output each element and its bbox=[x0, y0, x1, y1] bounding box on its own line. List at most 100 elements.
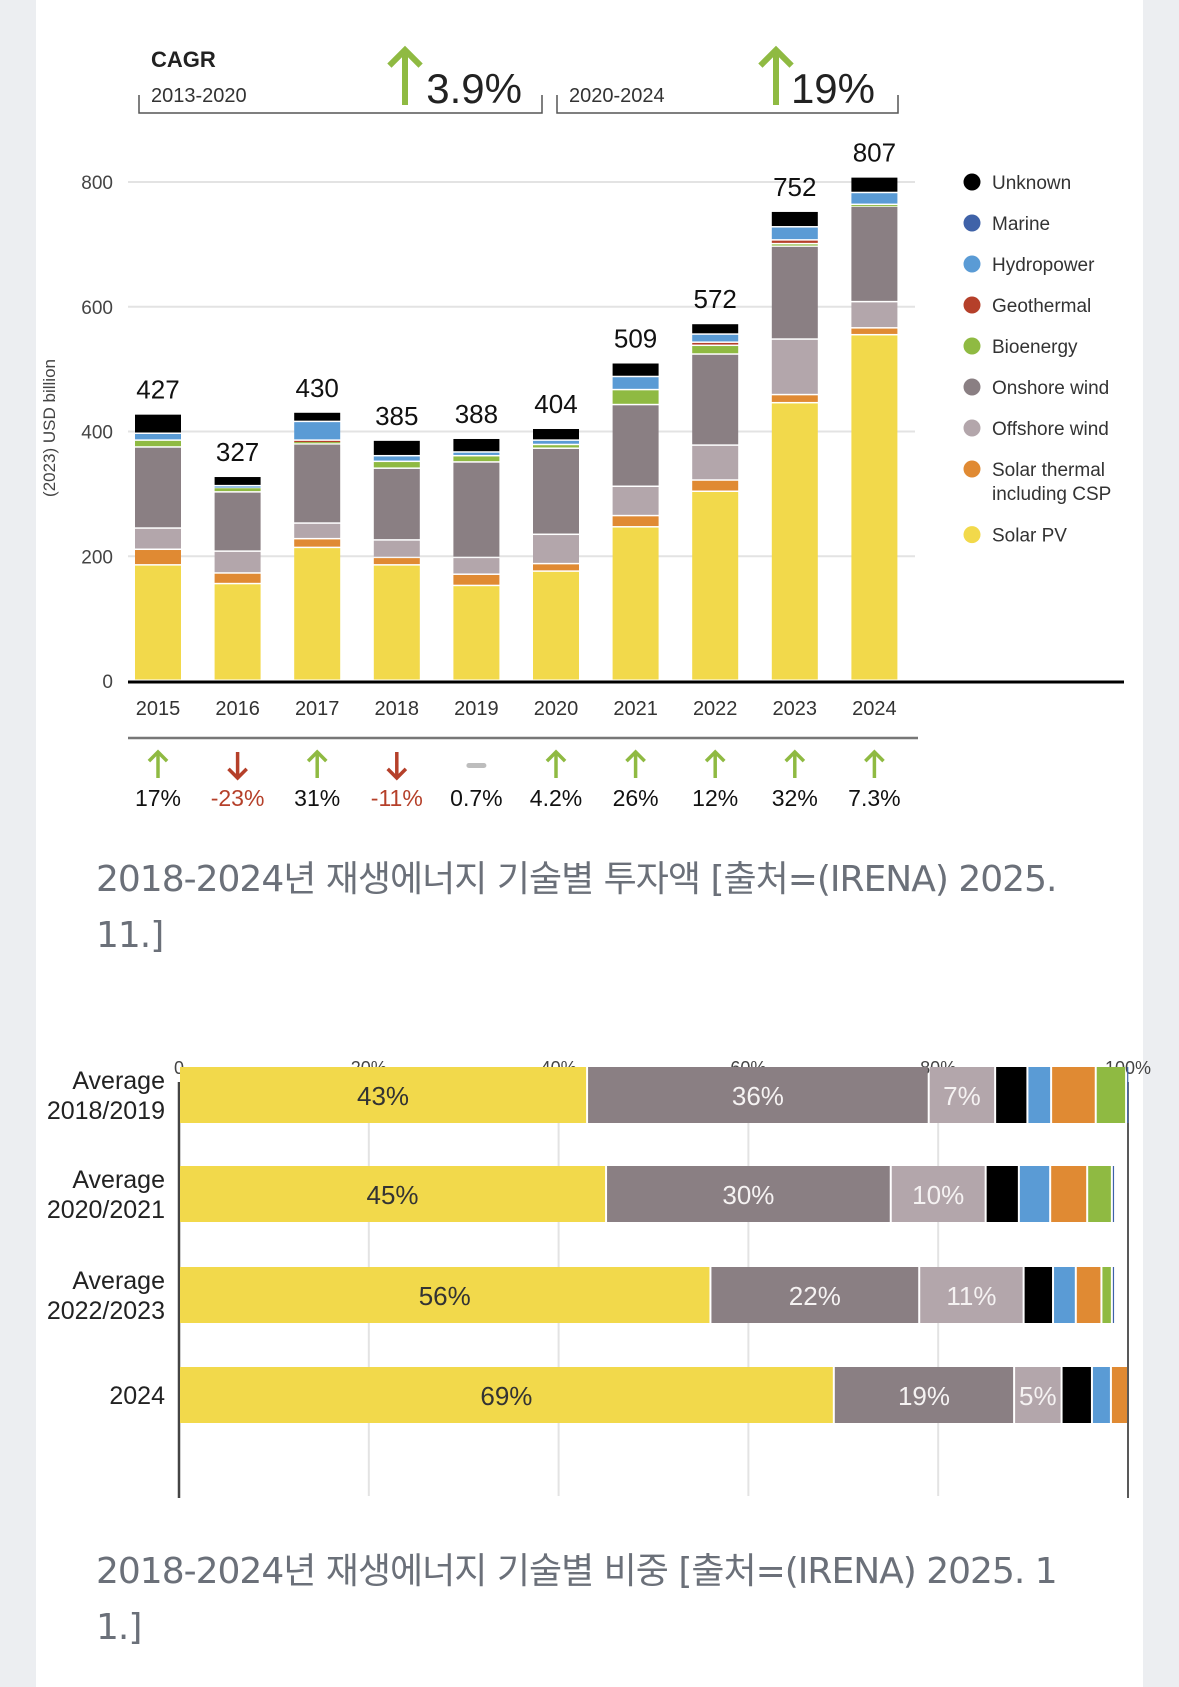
bar-segment-solar-pv bbox=[851, 335, 898, 680]
bar-segment-bioenergy bbox=[453, 456, 500, 462]
bar-segment-offshore-wind bbox=[920, 1267, 1023, 1323]
growth-label: 26% bbox=[613, 785, 659, 811]
bar-segment-onshore-wind bbox=[851, 206, 898, 301]
growth-label: 7.3% bbox=[848, 785, 900, 811]
investment-stacked-bar-chart: CAGR 2013-2020 3.9% 2020-2024 19% 0 200 400 600 8… bbox=[40, 45, 1124, 811]
growth-label: 32% bbox=[772, 785, 818, 811]
bar-segment-solar-pv bbox=[135, 565, 181, 680]
bar-segment-solar-pv bbox=[373, 565, 420, 680]
bar-segment-bioenergy bbox=[1102, 1267, 1111, 1323]
growth-arrow-icon-head bbox=[704, 749, 726, 763]
bar-segment-offshore-wind bbox=[771, 339, 818, 394]
x-tick-label: 2022 bbox=[693, 698, 738, 720]
bar-segment-solar-thermal-including-csp bbox=[692, 480, 739, 491]
y-tick-label: 200 bbox=[81, 547, 113, 568]
bar-segment-solar-pv bbox=[180, 1367, 833, 1423]
bar-total-label: 327 bbox=[216, 437, 259, 467]
bar-segment-offshore-wind bbox=[214, 551, 261, 573]
bar-segment-solar-pv bbox=[533, 571, 579, 680]
growth-arrow-icon bbox=[704, 749, 726, 778]
row-label: 2024 bbox=[109, 1382, 165, 1410]
segment-label: 10% bbox=[912, 1180, 964, 1210]
bar-segment-unknown bbox=[986, 1166, 1018, 1222]
growth-arrow-icon-head bbox=[784, 749, 806, 763]
cagr-value: 19% bbox=[791, 65, 875, 112]
cagr-arrow-icon bbox=[758, 45, 794, 105]
bar-segment-offshore-wind bbox=[851, 302, 898, 328]
growth-arrow-icon bbox=[386, 752, 408, 781]
bar-segment-hydropower bbox=[1054, 1267, 1075, 1323]
bar-segment-onshore-wind bbox=[373, 468, 420, 540]
growth-label: 31% bbox=[294, 785, 340, 811]
bar-segment-onshore-wind bbox=[135, 447, 181, 528]
segment-label: 5% bbox=[1019, 1381, 1057, 1411]
cagr-bracket bbox=[556, 95, 899, 114]
bar-total-label: 752 bbox=[773, 172, 816, 202]
row-label: Average bbox=[72, 1067, 165, 1095]
bar-total-label: 807 bbox=[853, 138, 896, 168]
bar-segment-solar-pv bbox=[771, 403, 818, 680]
bar-segment-solar-thermal-including-csp bbox=[612, 516, 659, 527]
x-tick-label: 2020 bbox=[534, 698, 579, 720]
bar-segment-hydropower bbox=[1092, 1367, 1110, 1423]
growth-arrow-icon bbox=[466, 763, 487, 768]
bar-total-label: 572 bbox=[694, 284, 737, 314]
bar-segment-offshore-wind bbox=[1015, 1367, 1061, 1423]
chart2-caption: 2018-2024년 재생에너지 기술별 비중 [출처=(IRENA) 2025… bbox=[96, 1551, 1058, 1648]
bar-segment-offshore-wind bbox=[692, 445, 739, 480]
growth-arrow-icon bbox=[306, 749, 328, 778]
bar-segment-unknown bbox=[373, 440, 420, 455]
bar-segment-onshore-wind bbox=[294, 444, 341, 523]
growth-arrow-icon bbox=[227, 752, 248, 781]
bar-segment-bioenergy bbox=[692, 346, 739, 354]
bar-segment-hydropower bbox=[692, 334, 739, 342]
chart1-caption: 2018-2024년 재생에너지 기술별 투자액 [출처=(IRENA) 202… bbox=[96, 859, 1057, 956]
bar-segment-solar-thermal-including-csp bbox=[533, 564, 579, 571]
bar-segment-solar-thermal-including-csp bbox=[214, 573, 261, 583]
growth-arrow-icon-head bbox=[386, 767, 408, 781]
bar-segment-marine bbox=[1127, 1067, 1129, 1123]
bar-segment-solar-pv bbox=[180, 1267, 710, 1323]
legend-label: including CSP bbox=[992, 484, 1111, 505]
growth-arrow-icon-head bbox=[864, 749, 885, 763]
bar-segment-unknown bbox=[214, 477, 261, 485]
growth-label: -11% bbox=[371, 785, 423, 811]
row-label: Average bbox=[72, 1166, 165, 1194]
bar-segment-unknown bbox=[996, 1067, 1027, 1123]
growth-arrow-icon-head bbox=[545, 749, 567, 763]
row-label: 2018/2019 bbox=[47, 1097, 165, 1125]
y-tick-label: 600 bbox=[81, 298, 113, 319]
bar-segment-unknown bbox=[1024, 1267, 1053, 1323]
segment-label: 7% bbox=[943, 1081, 981, 1111]
bar-segment-solar-pv bbox=[180, 1067, 587, 1123]
bar-segment-hydropower bbox=[214, 486, 261, 488]
x-tick-label: 2015 bbox=[136, 698, 181, 720]
bar-segment-solar-thermal-including-csp bbox=[1076, 1267, 1101, 1323]
bar-segment-unknown bbox=[533, 429, 579, 440]
bar-total-label: 404 bbox=[534, 389, 577, 419]
growth-arrow-icon bbox=[625, 749, 646, 778]
legend-label: Unknown bbox=[992, 173, 1071, 194]
bar-segment-solar-thermal-including-csp bbox=[294, 539, 341, 547]
segment-label: 45% bbox=[367, 1180, 419, 1210]
bar-segment-onshore-wind bbox=[214, 492, 261, 551]
bar-total-label: 385 bbox=[375, 401, 418, 431]
bar-total-label: 388 bbox=[455, 399, 498, 429]
bar-segment-solar-thermal-including-csp bbox=[453, 574, 500, 585]
cagr-period: 2013-2020 bbox=[151, 85, 247, 107]
legend-label: Hydropower bbox=[992, 255, 1095, 276]
x-tick-label: 2017 bbox=[295, 698, 340, 720]
legend-swatch-solar-pv bbox=[963, 526, 981, 544]
bar-segment-bioenergy bbox=[533, 445, 579, 448]
segment-label: 56% bbox=[419, 1281, 471, 1311]
bar-segment-offshore-wind bbox=[929, 1067, 995, 1123]
bar-segment-bioenergy bbox=[1088, 1166, 1111, 1222]
bar-segment-unknown bbox=[771, 211, 818, 227]
legend-swatch-solar-thermal-including-csp bbox=[963, 460, 981, 478]
bar-segment-solar-pv bbox=[294, 548, 341, 680]
bar-segment-unknown bbox=[692, 324, 739, 334]
cagr-title: CAGR bbox=[151, 47, 216, 72]
legend-label: Solar PV bbox=[992, 526, 1067, 547]
bar-segment-hydropower bbox=[533, 440, 579, 444]
x-tick-label: 2018 bbox=[375, 698, 420, 720]
